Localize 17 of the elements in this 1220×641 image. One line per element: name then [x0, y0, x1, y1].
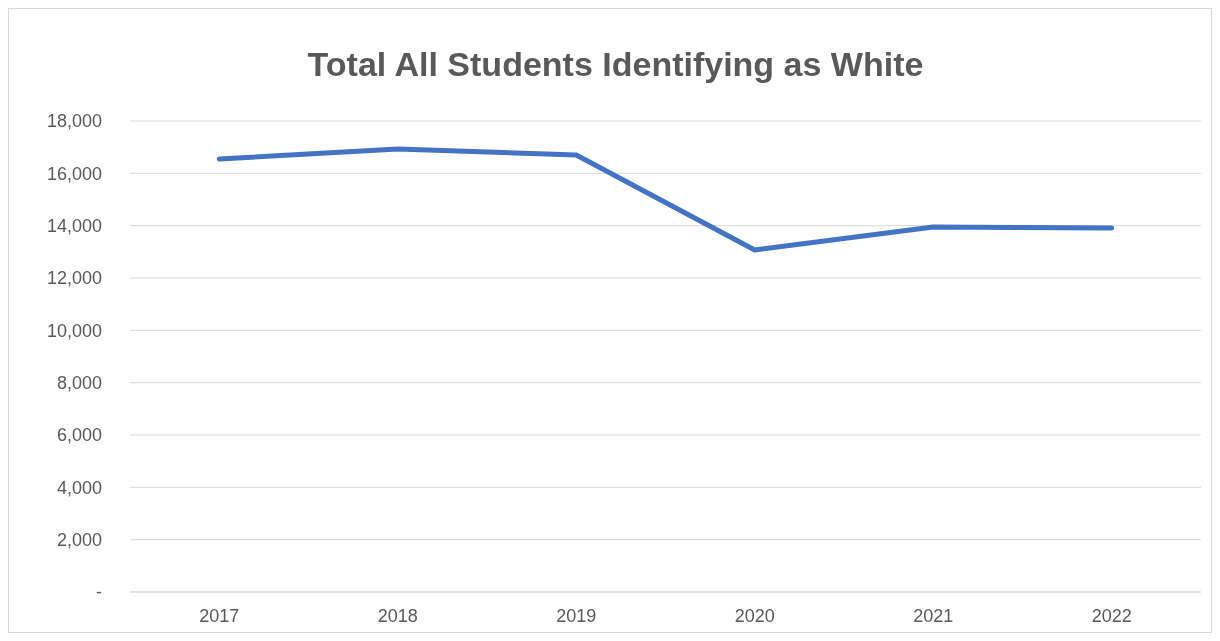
y-tick-label: 12,000 — [46, 268, 102, 289]
y-tick-label: 18,000 — [46, 111, 102, 132]
x-tick-label: 2022 — [1091, 606, 1132, 626]
x-tick-label: 2019 — [556, 606, 597, 626]
y-tick-label: 6,000 — [56, 425, 102, 446]
x-tick-label: 2021 — [913, 606, 954, 626]
y-tick-label: 2,000 — [56, 529, 102, 550]
y-tick-label: 16,000 — [46, 163, 102, 184]
x-tick-label: 2018 — [377, 606, 418, 626]
y-tick-label: 10,000 — [46, 320, 102, 341]
y-tick-label: - — [96, 582, 102, 603]
y-tick-label: 8,000 — [56, 372, 102, 393]
x-tick-label: 2020 — [734, 606, 775, 626]
y-tick-label: 4,000 — [56, 477, 102, 498]
x-tick-label: 2017 — [199, 606, 240, 626]
chart-title: Total All Students Identifying as White — [307, 45, 924, 83]
y-tick-label: 14,000 — [46, 215, 102, 236]
